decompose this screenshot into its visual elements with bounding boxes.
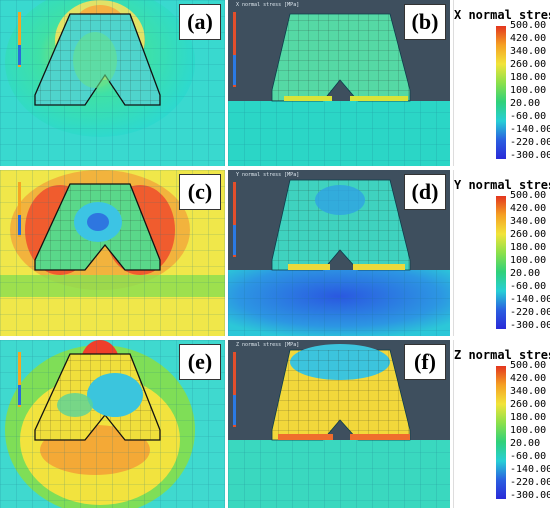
- panel-title: X normal stress [MPa]: [236, 2, 300, 8]
- colorbar-tick: 420.00: [510, 203, 547, 214]
- colorbar-tick: 100.00: [510, 85, 547, 96]
- colorbar-panel-z: Z normal stress 500.00 420.00 340.00 260…: [453, 340, 550, 508]
- colorbar-tick: 180.00: [510, 412, 547, 423]
- colorbar-tick: 340.00: [510, 46, 547, 57]
- colorbar-tick: -140.00: [510, 294, 550, 305]
- colorbar-tick: -300.00: [510, 320, 550, 331]
- colorbar-gradient: [496, 366, 506, 499]
- panel-e-stress-field: [0, 340, 225, 508]
- colorbar-tick: -220.00: [510, 307, 550, 318]
- colorbar-panel-x: X normal stress 500.00 420.00 340.00 260…: [453, 0, 550, 166]
- panel-c-image: (c): [0, 170, 225, 336]
- colorbar-tick: 20.00: [510, 438, 541, 449]
- colorbar-tick: 420.00: [510, 33, 547, 44]
- colorbar-tick: 500.00: [510, 190, 547, 201]
- panel-title: Y normal stress [MPa]: [236, 172, 300, 178]
- colorbar-tick: 260.00: [510, 399, 547, 410]
- colorbar-tick: 100.00: [510, 425, 547, 436]
- panel-f-stress-field: [228, 344, 450, 508]
- panel-label: (a): [179, 4, 221, 40]
- panel-label: (f): [404, 344, 446, 380]
- panel-d-image: Y normal stress [MPa] (d): [228, 170, 450, 336]
- colorbar-tick: 340.00: [510, 216, 547, 227]
- colorbar-tick: 340.00: [510, 386, 547, 397]
- panel-label: (c): [179, 174, 221, 210]
- panel-c-stress-field: [0, 170, 225, 336]
- colorbar-tick: -220.00: [510, 477, 550, 488]
- colorbar-tick: -60.00: [510, 281, 547, 292]
- colorbar-tick: -60.00: [510, 111, 547, 122]
- colorbar-tick: 180.00: [510, 72, 547, 83]
- colorbar-gradient: [496, 196, 506, 329]
- colorbar-tick: 420.00: [510, 373, 547, 384]
- colorbar-tick: -60.00: [510, 451, 547, 462]
- panel-b-image: X normal stress [MPa] (b): [228, 0, 450, 166]
- colorbar-tick: -140.00: [510, 124, 550, 135]
- panel-label: (e): [179, 344, 221, 380]
- colorbar-gradient: [496, 26, 506, 159]
- colorbar-title: X normal stress: [454, 8, 550, 22]
- colorbar-tick: -220.00: [510, 137, 550, 148]
- colorbar-tick: -140.00: [510, 464, 550, 475]
- colorbar-tick: 100.00: [510, 255, 547, 266]
- colorbar-tick: -300.00: [510, 490, 550, 501]
- panel-f-image: Z normal stress [MPa] (f): [228, 340, 450, 508]
- colorbar-tick: 260.00: [510, 59, 547, 70]
- colorbar-tick: 20.00: [510, 98, 541, 109]
- panel-label: (d): [404, 174, 446, 210]
- colorbar-tick: 20.00: [510, 268, 541, 279]
- colorbar-title: Y normal stress: [454, 178, 550, 192]
- panel-b-stress-field: [228, 12, 450, 166]
- panel-d-stress-field: [228, 179, 450, 336]
- panel-title: Z normal stress [MPa]: [236, 342, 300, 348]
- colorbar-tick: 500.00: [510, 360, 547, 371]
- panel-e-image: (e): [0, 340, 225, 508]
- colorbar-tick: 180.00: [510, 242, 547, 253]
- panel-a-image: (a): [0, 0, 225, 166]
- panel-label: (b): [404, 4, 446, 40]
- colorbar-tick: 260.00: [510, 229, 547, 240]
- colorbar-panel-y: Y normal stress 500.00 420.00 340.00 260…: [453, 170, 550, 336]
- colorbar-tick: -300.00: [510, 150, 550, 161]
- colorbar-tick: 500.00: [510, 20, 547, 31]
- colorbar-title: Z normal stress: [454, 348, 550, 362]
